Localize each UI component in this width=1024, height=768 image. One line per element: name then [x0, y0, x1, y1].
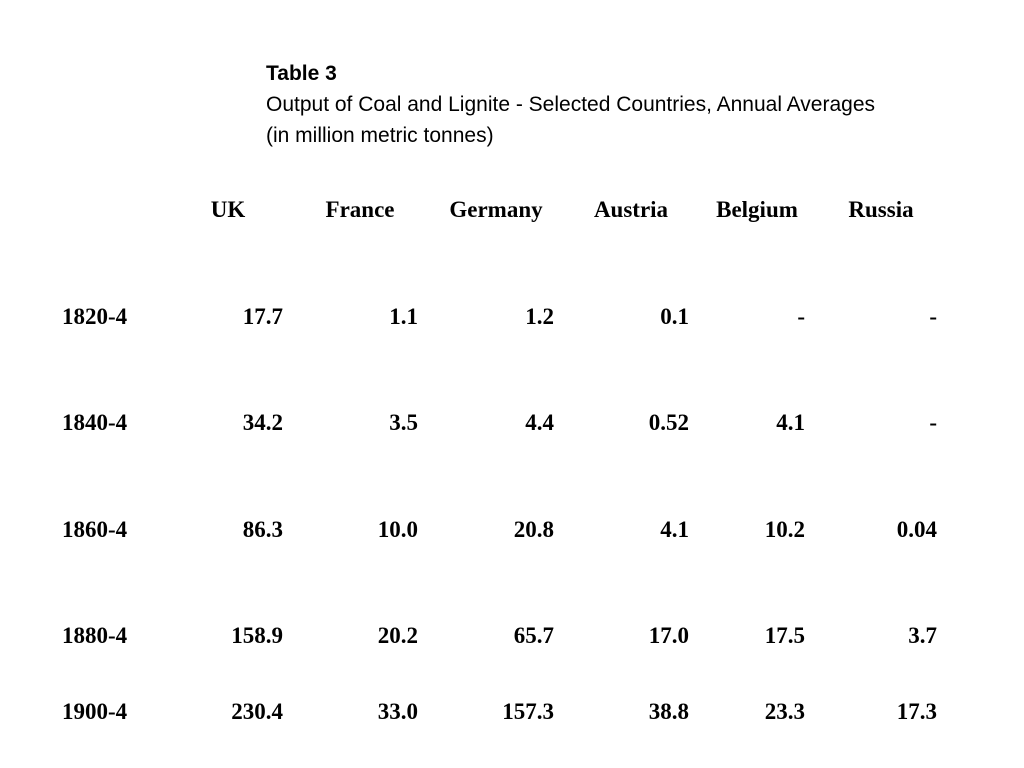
cell-1820-belgium: -: [797, 304, 805, 329]
column-header-germany: Germany: [449, 197, 543, 222]
cell-1880-belgium: 17.5: [764, 623, 805, 648]
cell-1900-russia: 17.3: [896, 699, 937, 724]
cell-1860-austria: 4.1: [660, 517, 689, 542]
cell-1880-uk: 158.9: [231, 623, 283, 648]
cell-1820-uk: 17.7: [242, 304, 283, 329]
cell-1860-belgium: 10.2: [764, 517, 805, 542]
cell-1860-uk: 86.3: [242, 517, 283, 542]
cell-1840-russia: -: [929, 410, 937, 435]
row-label-1840-4: 1840-4: [62, 410, 128, 435]
cell-1900-belgium: 23.3: [764, 699, 805, 724]
cell-1860-russia: 0.04: [896, 517, 937, 542]
table-label: Table 3: [266, 62, 337, 85]
cell-1840-germany: 4.4: [525, 410, 554, 435]
cell-1840-uk: 34.2: [242, 410, 283, 435]
row-label-1900-4: 1900-4: [62, 699, 128, 724]
cell-1900-uk: 230.4: [231, 699, 283, 724]
cell-1860-germany: 20.8: [513, 517, 554, 542]
column-header-uk: UK: [210, 197, 246, 222]
cell-1880-austria: 17.0: [648, 623, 689, 648]
table-caption: Table 3 Output of Coal and Lignite - Sel…: [266, 58, 875, 151]
cell-1840-france: 3.5: [389, 410, 418, 435]
cell-1820-russia: -: [929, 304, 937, 329]
cell-1880-france: 20.2: [377, 623, 418, 648]
cell-1900-france: 33.0: [377, 699, 418, 724]
cell-1900-austria: 38.8: [648, 699, 689, 724]
table-unit: (in million metric tonnes): [266, 124, 494, 147]
column-header-belgium: Belgium: [716, 197, 798, 222]
cell-1880-russia: 3.7: [908, 623, 937, 648]
cell-1840-austria: 0.52: [648, 410, 689, 435]
cell-1820-france: 1.1: [389, 304, 418, 329]
cell-1820-germany: 1.2: [525, 304, 554, 329]
cell-1820-austria: 0.1: [660, 304, 689, 329]
cell-1880-germany: 65.7: [513, 623, 554, 648]
row-label-1860-4: 1860-4: [62, 517, 128, 542]
row-label-1880-4: 1880-4: [62, 623, 128, 648]
table-title: Output of Coal and Lignite - Selected Co…: [266, 93, 876, 116]
cell-1900-germany: 157.3: [502, 699, 554, 724]
cell-1860-france: 10.0: [377, 517, 418, 542]
column-header-france: France: [325, 197, 395, 222]
column-header-austria: Austria: [593, 197, 669, 222]
column-header-russia: Russia: [848, 197, 914, 222]
row-label-1820-4: 1820-4: [62, 304, 128, 329]
cell-1840-belgium: 4.1: [776, 410, 805, 435]
